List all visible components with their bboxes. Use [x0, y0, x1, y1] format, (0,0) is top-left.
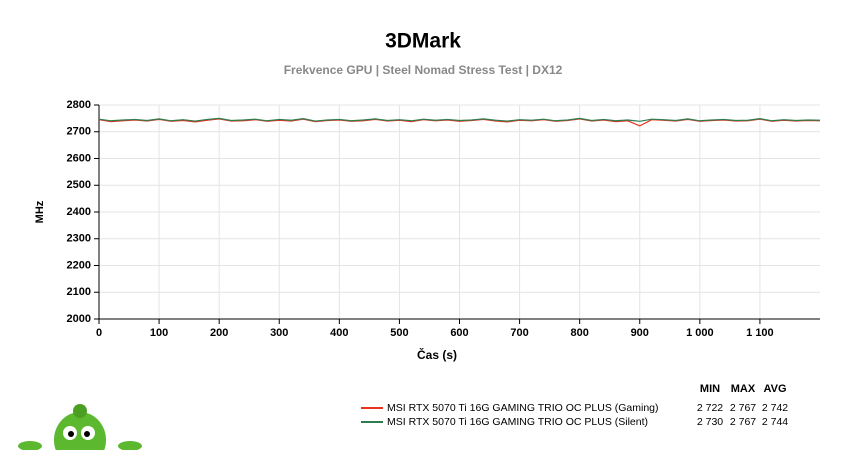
stats-header: MAX	[731, 383, 756, 395]
x-tick-label: 1 100	[746, 327, 774, 339]
x-tick-label: 200	[210, 327, 228, 339]
x-tick-label: 1 000	[686, 327, 714, 339]
y-tick-label: 2200	[67, 259, 91, 271]
chart-subtitle: Frekvence GPU | Steel Nomad Stress Test …	[284, 63, 563, 77]
x-axis-label: Čas (s)	[417, 347, 457, 362]
stat-value: 2 767	[730, 402, 756, 414]
x-tick-label: 300	[270, 327, 288, 339]
legend-label: MSI RTX 5070 Ti 16G GAMING TRIO OC PLUS …	[387, 416, 648, 428]
stats-header: AVG	[763, 383, 786, 395]
x-tick-label: 400	[330, 327, 348, 339]
series-line	[98, 117, 821, 122]
y-tick-label: 2600	[67, 152, 91, 164]
stat-value: 2 744	[762, 416, 788, 428]
y-tick-label: 2100	[67, 286, 91, 298]
stats-header: MIN	[700, 383, 720, 395]
legend-label: MSI RTX 5070 Ti 16G GAMING TRIO OC PLUS …	[387, 402, 659, 414]
x-tick-label: 100	[150, 327, 168, 339]
y-tick-label: 2700	[67, 126, 91, 138]
y-tick-label: 2500	[67, 179, 91, 191]
stat-value: 2 767	[730, 416, 756, 428]
stat-value: 2 722	[697, 402, 723, 414]
y-tick-label: 2800	[67, 99, 91, 111]
y-tick-label: 2000	[67, 313, 91, 325]
x-tick-label: 900	[631, 327, 649, 339]
x-tick-label: 0	[96, 327, 102, 339]
stat-value: 2 742	[762, 402, 788, 414]
stat-value: 2 730	[697, 416, 723, 428]
x-tick-label: 800	[570, 327, 588, 339]
chart-title: 3DMark	[385, 30, 461, 53]
y-tick-label: 2400	[67, 206, 91, 218]
y-axis-label: MHz	[34, 200, 46, 223]
y-tick-label: 2300	[67, 233, 91, 245]
x-tick-label: 600	[450, 327, 468, 339]
mascot	[18, 404, 142, 450]
x-tick-label: 500	[390, 327, 408, 339]
x-tick-label: 700	[510, 327, 528, 339]
